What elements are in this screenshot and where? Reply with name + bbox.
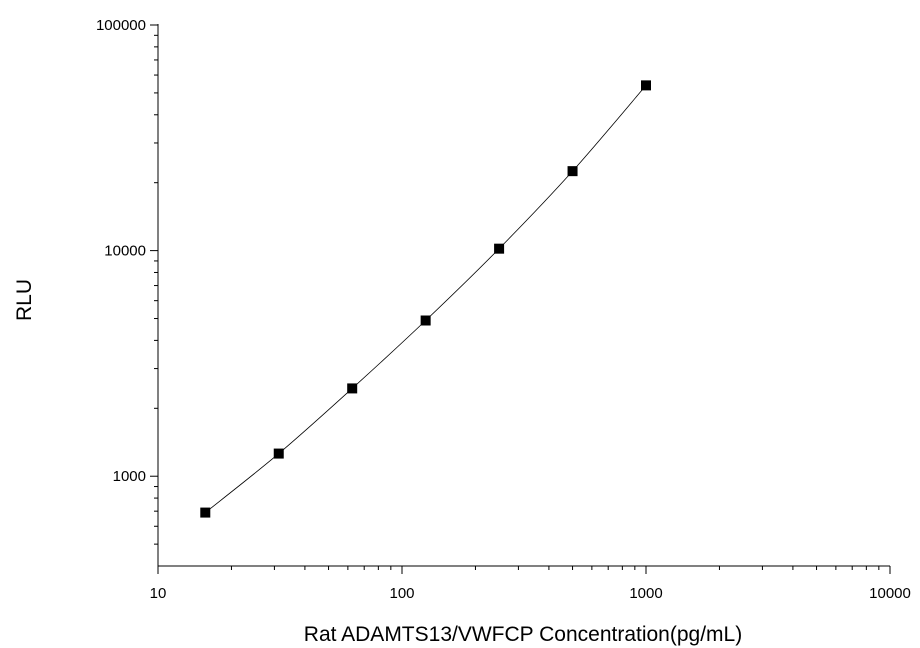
data-points <box>200 80 651 518</box>
data-point <box>641 80 651 91</box>
fitted-curve <box>205 85 647 513</box>
data-point <box>567 166 578 177</box>
y-axis-title: RLU <box>13 279 36 321</box>
x-axis-title: Rat ADAMTS13/VWFCP Concentration(pg/mL) <box>304 623 742 646</box>
x-tick-label: 100 <box>389 585 414 602</box>
tick-labels: 10 100 1000 10000 1000 10000 100000 <box>96 17 911 602</box>
ticks <box>150 24 891 574</box>
y-tick-label: 10000 <box>104 243 146 260</box>
y-tick-label: 100000 <box>96 17 146 34</box>
data-point <box>200 507 211 518</box>
axes <box>157 24 890 567</box>
x-tick-label: 1000 <box>629 585 662 602</box>
x-tick-label: 10000 <box>869 585 911 602</box>
data-point <box>347 383 358 394</box>
y-tick-label: 1000 <box>113 468 146 485</box>
data-point <box>494 243 505 254</box>
data-point <box>273 448 284 459</box>
x-tick-label: 10 <box>150 585 167 602</box>
data-point <box>420 315 431 326</box>
